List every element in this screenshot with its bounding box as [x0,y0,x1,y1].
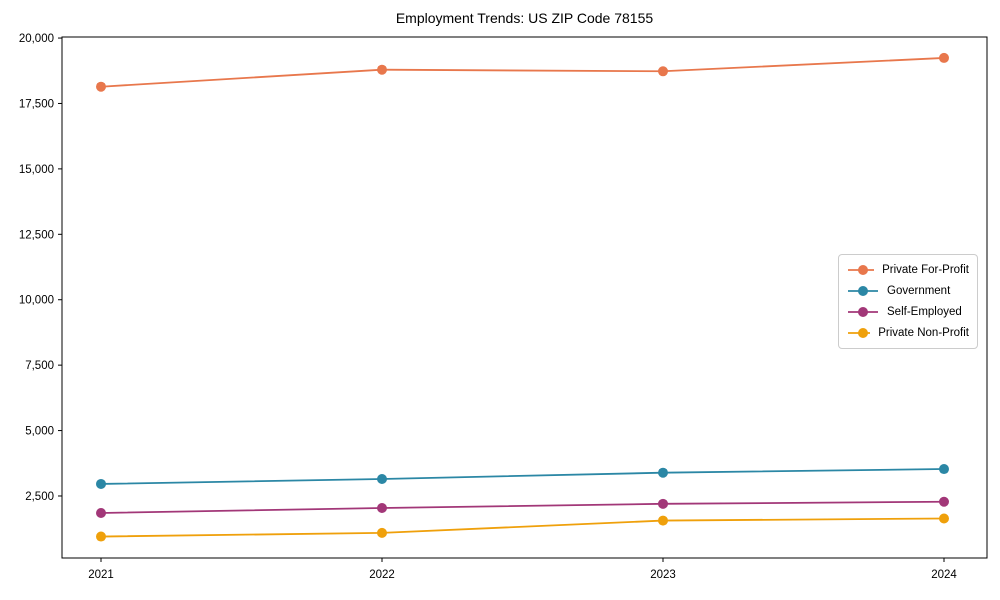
y-tick-label: 10,000 [19,295,54,307]
legend-item: Self-Employed [847,304,969,320]
legend-line-marker-icon [848,328,871,338]
data-point [939,52,949,63]
legend-label: Private For-Profit [882,264,969,276]
legend-item: Private For-Profit [847,262,969,278]
series-line-private-non-profit [100,517,945,538]
data-point [96,478,106,489]
y-tick-label: 17,500 [19,98,54,110]
data-point [96,507,106,518]
legend-item: Government [847,283,969,299]
data-point [377,503,387,514]
data-point [939,464,949,475]
x-tick-label: 2023 [650,569,676,581]
data-point [939,496,949,507]
x-tick-label: 2021 [88,569,114,581]
series-line-government [100,468,945,485]
data-point [658,66,668,77]
y-tick-label: 2,500 [25,491,54,503]
legend-item: Private Non-Profit [847,325,969,341]
data-point [658,498,668,509]
series-line-self-employed [100,500,945,514]
y-tick-label: 20,000 [19,33,54,45]
legend-line-marker-icon [848,286,878,296]
data-point [377,527,387,538]
data-point [658,467,668,478]
data-point [96,531,106,542]
x-tick-label: 2022 [369,569,395,581]
legend-label: Private Non-Profit [878,327,969,339]
y-tick-label: 7,500 [25,360,54,372]
data-point [96,81,106,92]
axes-border [61,36,988,559]
legend-label: Government [887,285,951,297]
data-point [377,64,387,75]
series-line-private-for-profit [100,57,945,88]
legend-line-marker-icon [848,307,878,317]
x-tick-label: 2024 [931,569,957,581]
y-tick-label: 12,500 [19,229,54,241]
data-point [658,515,668,526]
data-point [377,473,387,484]
legend-line-marker-icon [848,265,875,275]
data-point [939,513,949,524]
legend: Private For-Profit Government Self-Employe… [838,254,978,349]
legend-label: Self-Employed [887,306,962,318]
y-tick-label: 5,000 [25,426,54,438]
chart-title: Employment Trends: US ZIP Code 78155 [395,10,654,26]
y-tick-label: 15,000 [19,164,54,176]
